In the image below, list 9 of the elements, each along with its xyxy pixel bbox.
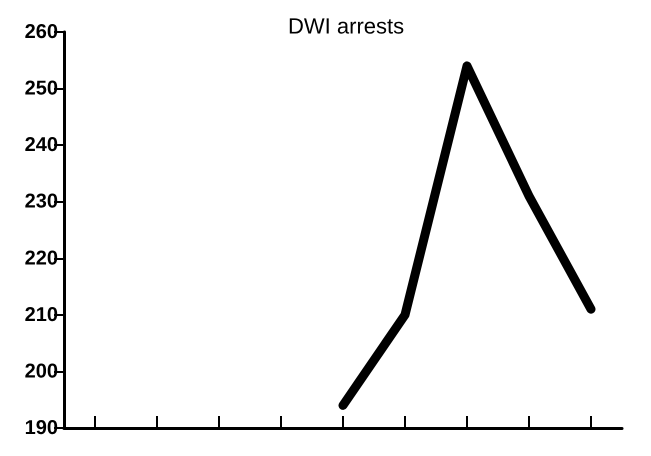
y-tick-label: 190 <box>24 417 58 439</box>
y-tick-label: 220 <box>24 247 58 270</box>
y-tick-label: 210 <box>24 304 58 326</box>
y-tick-label: 200 <box>24 360 58 382</box>
chart-title: DWI arrests <box>288 14 404 38</box>
y-tick-label: 250 <box>24 78 58 100</box>
y-tick-label: 230 <box>24 190 58 213</box>
y-tick-label: 260 <box>24 21 58 43</box>
y-tick-label: 240 <box>24 134 58 156</box>
